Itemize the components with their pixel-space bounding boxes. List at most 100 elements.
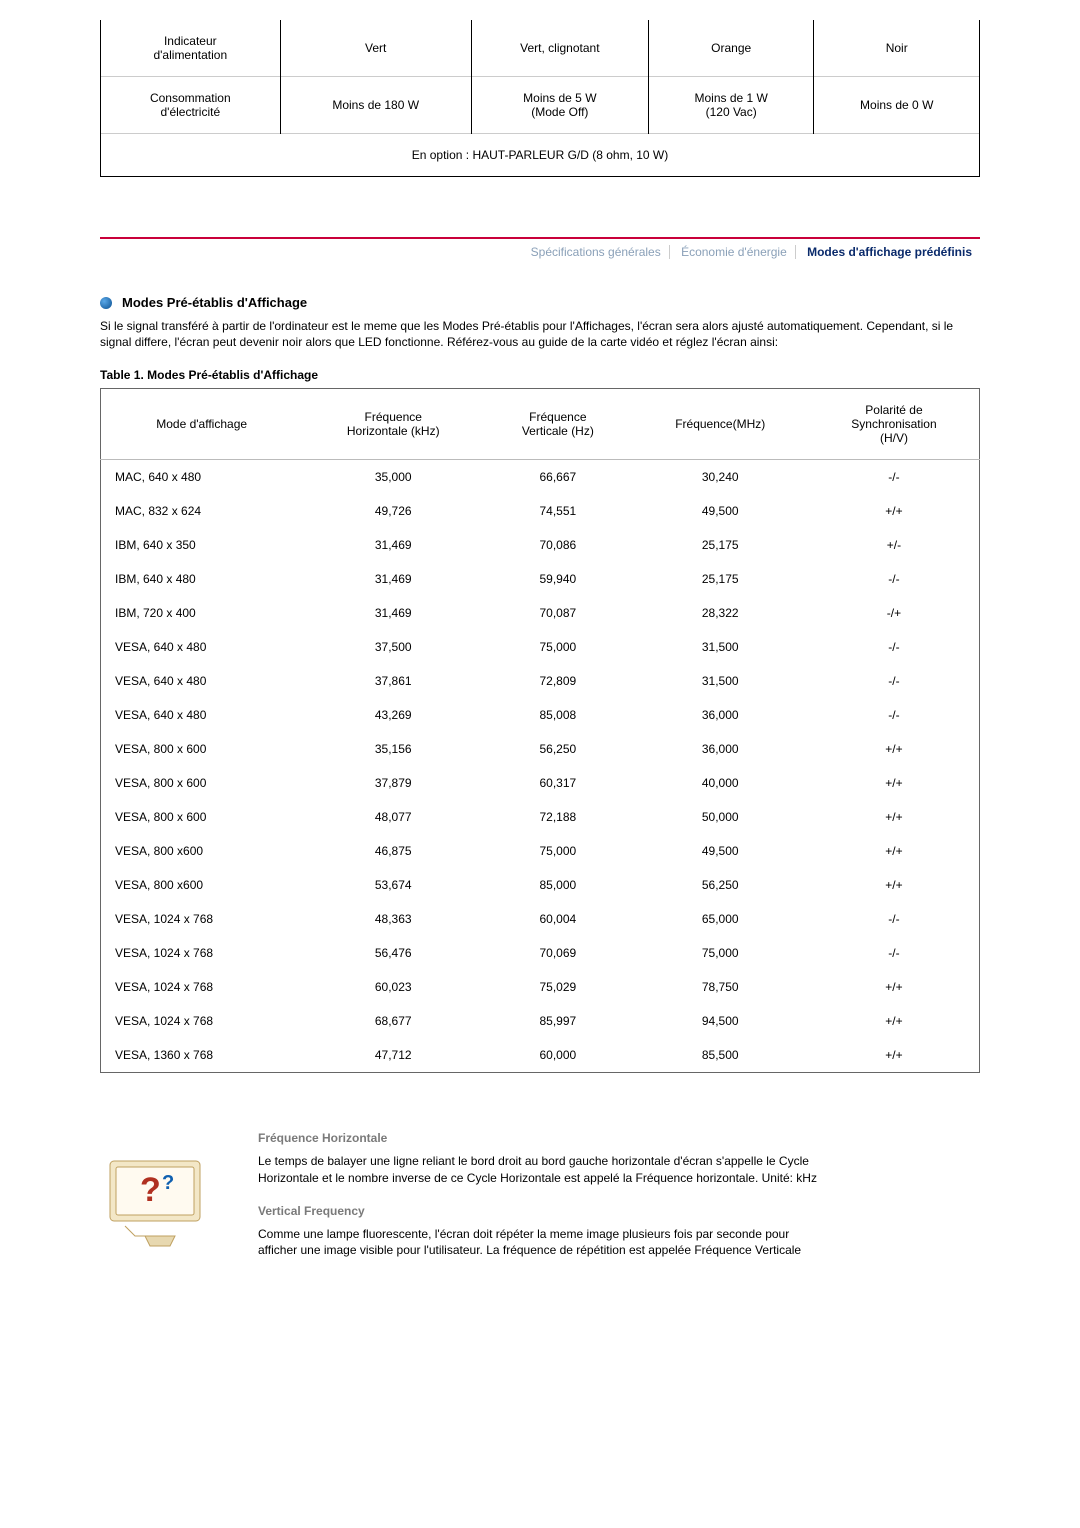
- col-polarity: Polarité de Synchronisation (H/V): [809, 389, 980, 460]
- cell: 70,086: [484, 528, 631, 562]
- tab-energy[interactable]: Économie d'énergie: [673, 245, 796, 259]
- cell: 43,269: [302, 698, 484, 732]
- cell: 56,250: [484, 732, 631, 766]
- cell: Moins de 5 W (Mode Off): [471, 77, 648, 134]
- cell: -/+: [809, 596, 980, 630]
- cell: 25,175: [632, 528, 809, 562]
- def-title-vertical: Vertical Frequency: [258, 1204, 818, 1218]
- tab-display-modes[interactable]: Modes d'affichage prédéfinis: [799, 245, 980, 259]
- table-row: Indicateur d'alimentation Vert Vert, cli…: [101, 20, 980, 77]
- cell: VESA, 1024 x 768: [101, 1004, 303, 1038]
- cell: 53,674: [302, 868, 484, 902]
- table-row: VESA, 640 x 48037,50075,00031,500-/-: [101, 630, 980, 664]
- svg-text:?: ?: [162, 1172, 174, 1194]
- cell: 75,029: [484, 970, 631, 1004]
- cell: 35,156: [302, 732, 484, 766]
- cell: IBM, 720 x 400: [101, 596, 303, 630]
- cell: VESA, 800 x 600: [101, 766, 303, 800]
- table-row: VESA, 1024 x 76856,47670,06975,000-/-: [101, 936, 980, 970]
- cell: VESA, 640 x 480: [101, 630, 303, 664]
- cell: +/+: [809, 970, 980, 1004]
- cell: 48,363: [302, 902, 484, 936]
- cell: VESA, 1360 x 768: [101, 1038, 303, 1073]
- footer-cell: En option : HAUT-PARLEUR G/D (8 ohm, 10 …: [101, 134, 980, 177]
- cell: IBM, 640 x 350: [101, 528, 303, 562]
- col-freq-h: Fréquence Horizontale (kHz): [302, 389, 484, 460]
- def-body-horizontal: Le temps de balayer une ligne reliant le…: [258, 1153, 818, 1185]
- cell: 46,875: [302, 834, 484, 868]
- cell: VESA, 640 x 480: [101, 664, 303, 698]
- table-body: MAC, 640 x 48035,00066,66730,240-/-MAC, …: [101, 460, 980, 1073]
- cell: 70,087: [484, 596, 631, 630]
- cell: -/-: [809, 460, 980, 495]
- cell: Vert, clignotant: [471, 20, 648, 77]
- cell: +/-: [809, 528, 980, 562]
- cell: 85,008: [484, 698, 631, 732]
- cell: 49,500: [632, 834, 809, 868]
- definitions-block: ? ? Fréquence Horizontale Le temps de ba…: [100, 1121, 980, 1276]
- cell: 47,712: [302, 1038, 484, 1073]
- table-row: VESA, 640 x 48037,86172,80931,500-/-: [101, 664, 980, 698]
- table-row: VESA, 1024 x 76868,67785,99794,500+/+: [101, 1004, 980, 1038]
- table-row: VESA, 640 x 48043,26985,00836,000-/-: [101, 698, 980, 732]
- cell: 31,500: [632, 664, 809, 698]
- cell: 48,077: [302, 800, 484, 834]
- power-summary-table: Indicateur d'alimentation Vert Vert, cli…: [100, 20, 980, 177]
- cell: -/-: [809, 936, 980, 970]
- cell: 37,861: [302, 664, 484, 698]
- intro-paragraph: Si le signal transféré à partir de l'ord…: [100, 318, 980, 350]
- cell: 30,240: [632, 460, 809, 495]
- cell: 85,997: [484, 1004, 631, 1038]
- cell: 75,000: [484, 630, 631, 664]
- cell: 74,551: [484, 494, 631, 528]
- cell: 37,500: [302, 630, 484, 664]
- row-label: Indicateur d'alimentation: [101, 20, 281, 77]
- cell: -/-: [809, 630, 980, 664]
- cell: Moins de 1 W (120 Vac): [648, 77, 814, 134]
- cell: 56,476: [302, 936, 484, 970]
- cell: +/+: [809, 732, 980, 766]
- cell: VESA, 800 x 600: [101, 732, 303, 766]
- cell: -/-: [809, 902, 980, 936]
- col-freq-v: Fréquence Verticale (Hz): [484, 389, 631, 460]
- table-row: VESA, 1024 x 76860,02375,02978,750+/+: [101, 970, 980, 1004]
- cell: VESA, 800 x600: [101, 834, 303, 868]
- table-row: En option : HAUT-PARLEUR G/D (8 ohm, 10 …: [101, 134, 980, 177]
- cell: 75,000: [484, 834, 631, 868]
- col-mode: Mode d'affichage: [101, 389, 303, 460]
- cell: MAC, 640 x 480: [101, 460, 303, 495]
- cell: 60,004: [484, 902, 631, 936]
- cell: 31,469: [302, 528, 484, 562]
- cell: 35,000: [302, 460, 484, 495]
- cell: Noir: [814, 20, 980, 77]
- cell: 37,879: [302, 766, 484, 800]
- cell: +/+: [809, 800, 980, 834]
- cell: 68,677: [302, 1004, 484, 1038]
- table-row: VESA, 1360 x 76847,71260,00085,500+/+: [101, 1038, 980, 1073]
- table-row: IBM, 720 x 40031,46970,08728,322-/+: [101, 596, 980, 630]
- cell: VESA, 1024 x 768: [101, 902, 303, 936]
- cell: -/-: [809, 562, 980, 596]
- tab-specs[interactable]: Spécifications générales: [523, 245, 670, 259]
- table-row: Consommation d'électricité Moins de 180 …: [101, 77, 980, 134]
- cell: 40,000: [632, 766, 809, 800]
- svg-text:?: ?: [140, 1171, 161, 1209]
- cell: 50,000: [632, 800, 809, 834]
- cell: IBM, 640 x 480: [101, 562, 303, 596]
- cell: +/+: [809, 834, 980, 868]
- cell: VESA, 640 x 480: [101, 698, 303, 732]
- cell: -/-: [809, 664, 980, 698]
- cell: 25,175: [632, 562, 809, 596]
- col-freq-mhz: Fréquence(MHz): [632, 389, 809, 460]
- cell: +/+: [809, 868, 980, 902]
- table-row: MAC, 640 x 48035,00066,66730,240-/-: [101, 460, 980, 495]
- cell: 72,809: [484, 664, 631, 698]
- cell: 72,188: [484, 800, 631, 834]
- table-row: VESA, 800 x 60048,07772,18850,000+/+: [101, 800, 980, 834]
- cell: VESA, 800 x 600: [101, 800, 303, 834]
- table-row: VESA, 1024 x 76848,36360,00465,000-/-: [101, 902, 980, 936]
- table-row: IBM, 640 x 48031,46959,94025,175-/-: [101, 562, 980, 596]
- cell: MAC, 832 x 624: [101, 494, 303, 528]
- cell: 49,726: [302, 494, 484, 528]
- cell: 31,469: [302, 596, 484, 630]
